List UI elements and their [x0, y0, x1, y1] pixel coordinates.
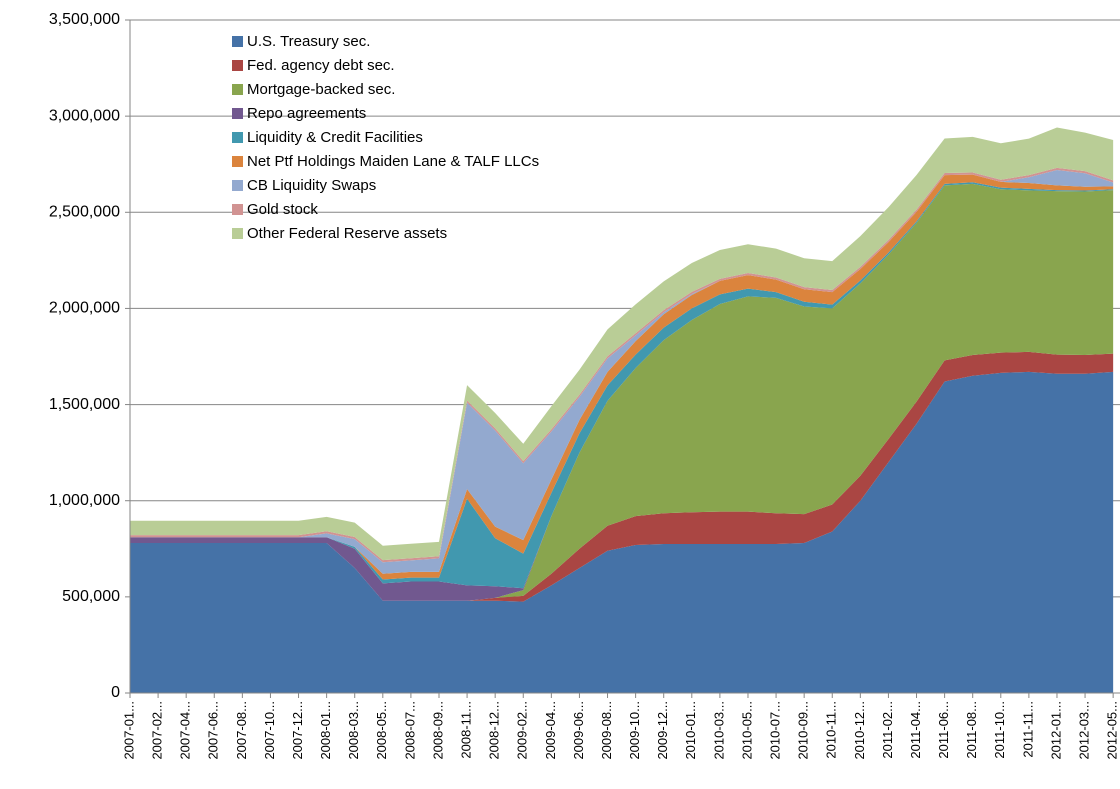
x-tick-label: 2012-05... [1105, 701, 1120, 760]
legend-swatch [232, 156, 243, 167]
x-tick-label: 2008-05... [374, 701, 389, 760]
x-tick-label: 2011-04... [908, 701, 923, 759]
x-tick-label: 2007-01... [121, 701, 136, 760]
x-tick-label: 2010-11... [824, 701, 839, 759]
x-tick-label: 2009-08... [599, 701, 614, 760]
legend-label: Fed. agency debt sec. [247, 57, 395, 74]
y-tick-label: 1,000,000 [49, 492, 120, 509]
x-tick-label: 2012-03... [1076, 701, 1091, 760]
legend-label: Other Federal Reserve assets [247, 225, 447, 242]
y-tick-label: 500,000 [62, 588, 120, 605]
x-tick-label: 2007-10... [262, 701, 277, 760]
legend-swatch [232, 228, 243, 239]
x-tick-label: 2009-04... [543, 701, 558, 760]
x-tick-label: 2009-10... [627, 701, 642, 760]
x-tick-label: 2007-08... [234, 701, 249, 760]
axes: 0 500,000 1,000,000 1,500,000 2,000,000 2,500… [49, 11, 1120, 760]
x-tick-label: 2010-09... [796, 701, 811, 760]
x-tick-label: 2008-03... [346, 701, 361, 760]
x-tick-label: 2010-07... [768, 701, 783, 760]
x-tick-label: 2011-06... [936, 701, 951, 759]
x-tick-label: 2011-02... [880, 701, 895, 759]
y-tick-label: 1,500,000 [49, 396, 120, 413]
area [130, 183, 1114, 601]
y-tick-label: 0 [111, 684, 120, 701]
legend-label: U.S. Treasury sec. [247, 33, 370, 50]
x-tick-label: 2007-12... [290, 701, 305, 760]
x-tick-label: 2011-11... [1020, 701, 1035, 758]
legend-swatch [232, 108, 243, 119]
y-tick-label: 2,000,000 [49, 300, 120, 317]
x-tick-label: 2007-02... [150, 701, 165, 760]
legend-swatch [232, 180, 243, 191]
y-tick-label: 3,000,000 [49, 107, 120, 124]
legend-label: Liquidity & Credit Facilities [247, 129, 423, 146]
x-tick-label: 2012-01... [1048, 701, 1063, 760]
legend-label: Net Ptf Holdings Maiden Lane & TALF LLCs [247, 153, 539, 170]
x-tick-label: 2008-11... [459, 701, 474, 759]
x-tick-label: 2008-09... [430, 701, 445, 760]
x-tick-label: 2011-08... [964, 701, 979, 759]
area [130, 371, 1114, 693]
x-tick-label: 2010-01... [683, 701, 698, 760]
y-tick-label: 2,500,000 [49, 204, 120, 221]
legend-swatch [232, 132, 243, 143]
x-tick-label: 2010-03... [711, 701, 726, 760]
area [130, 127, 1114, 561]
x-tick-label: 2008-12... [487, 701, 502, 760]
legend-swatch [232, 36, 243, 47]
x-tick-label: 2011-10... [992, 701, 1007, 759]
x-tick-label: 2009-06... [571, 701, 586, 760]
areas [130, 127, 1114, 693]
y-tick-label: 3,500,000 [49, 11, 120, 28]
legend-swatch [232, 84, 243, 95]
legend-label: Gold stock [247, 201, 318, 218]
x-tick-label: 2010-05... [739, 701, 754, 760]
x-tick-label: 2010-12... [852, 701, 867, 760]
x-tick-label: 2009-12... [655, 701, 670, 760]
x-tick-label: 2007-06... [206, 701, 221, 760]
legend-swatch [232, 60, 243, 71]
legend-label: Mortgage-backed sec. [247, 81, 395, 98]
legend-swatch [232, 204, 243, 215]
x-tick-label: 2008-07... [402, 701, 417, 760]
x-tick-label: 2009-02... [515, 701, 530, 760]
legend-label: Repo agreements [247, 105, 366, 122]
legend: U.S. Treasury sec. Fed. agency debt sec. M… [232, 33, 539, 242]
x-tick-label: 2008-01... [318, 701, 333, 760]
legend-label: CB Liquidity Swaps [247, 177, 376, 194]
x-tick-label: 2007-04... [178, 701, 193, 760]
